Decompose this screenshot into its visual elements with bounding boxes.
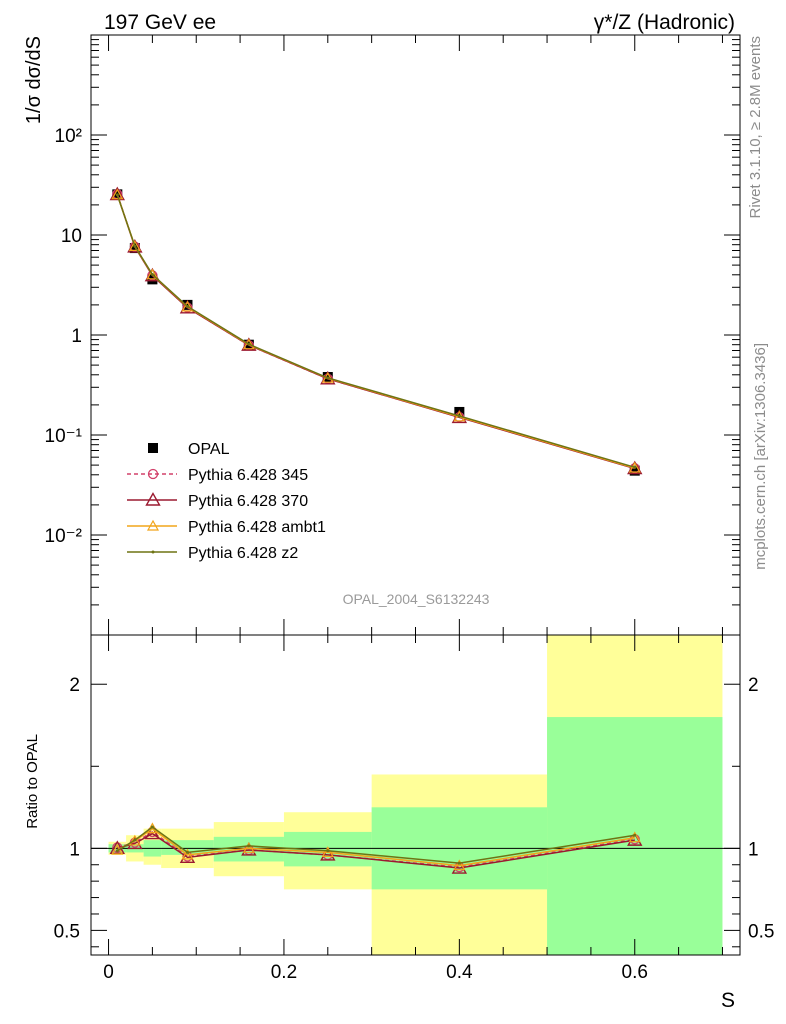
ratio-panel: 0.5 0.5 1 1 2 2 0 0.2 0.4 0.6 Ratio to OPAL S <box>24 634 774 1012</box>
ratio-series-marker <box>247 844 251 848</box>
ratio-y-tick-label-right: 0.5 <box>748 921 774 942</box>
ratio-plot-content <box>91 635 740 955</box>
series-marker <box>146 268 159 280</box>
ratio-x-ticks: 0 0.2 0.4 0.6 <box>103 635 723 983</box>
ratio-series-marker <box>628 831 641 843</box>
legend-marker <box>145 492 161 506</box>
series-marker <box>242 338 255 350</box>
legend: OPAL Pythia 6.428 345 Pythia 6.428 370 Pyth… <box>127 441 326 562</box>
ratio-y-tick-label-right: 2 <box>748 675 759 696</box>
legend-label: OPAL <box>188 441 230 458</box>
ratio-y-tick-label: 2 <box>69 675 80 696</box>
series-marker <box>128 240 141 251</box>
series-marker <box>111 188 124 200</box>
analysis-label: OPAL_2004_S6132243 <box>343 591 490 607</box>
legend-label: Pythia 6.428 345 <box>188 467 308 484</box>
series-line <box>116 193 636 470</box>
ratio-y-tick-label: 0.5 <box>54 921 80 942</box>
x-axis-label: S <box>721 989 735 1012</box>
ratio-series-line <box>116 826 635 864</box>
legend-label: Pythia 6.428 370 <box>188 493 308 510</box>
legend-marker <box>151 550 155 554</box>
series-marker <box>247 342 251 346</box>
series-marker <box>109 186 126 201</box>
series-marker <box>628 461 641 473</box>
ratio-series-marker <box>242 842 255 853</box>
process-label-suffix: (Hadronic) <box>631 11 735 34</box>
legend-marker-opal <box>148 443 158 453</box>
legend-marker <box>147 468 159 480</box>
series-marker <box>115 193 119 197</box>
process-label: γ*/Z (Hadronic) <box>594 11 735 34</box>
series-marker <box>185 304 189 308</box>
ratio-y-ticks: 0.5 0.5 1 1 2 2 <box>54 675 774 948</box>
series-line <box>116 194 636 470</box>
ratio-series-marker <box>128 834 141 846</box>
series-marker <box>326 376 330 380</box>
y-tick-label: 10 <box>61 226 82 247</box>
series-marker <box>321 371 334 383</box>
ratio-series-marker <box>453 859 466 871</box>
y-tick-label: 10⁻¹ <box>45 426 83 447</box>
main-y-axis-label: 1/σ dσ/dS <box>23 36 45 124</box>
ratio-series-marker <box>115 849 119 853</box>
ratio-series-marker <box>133 838 137 842</box>
series-marker <box>181 300 194 312</box>
y-tick-label: 1 <box>71 326 82 347</box>
legend-label: Pythia 6.428 z2 <box>188 545 298 562</box>
ratio-series-marker <box>181 848 194 860</box>
main-plot-content <box>109 186 643 476</box>
x-tick-label: 0 <box>103 962 114 983</box>
series-marker <box>457 414 461 418</box>
y-tick-label: 10² <box>55 126 82 147</box>
legend-label: Pythia 6.428 ambt1 <box>188 519 326 536</box>
ratio-series-marker <box>150 825 154 829</box>
ratio-y-axis-label: Ratio to OPAL <box>24 734 41 829</box>
ratio-y-tick-label-right: 1 <box>748 839 759 860</box>
x-tick-label: 0.4 <box>446 962 473 983</box>
ratio-series-marker <box>321 846 334 858</box>
energy-label: 197 GeV ee <box>104 11 216 34</box>
series-marker <box>150 272 154 276</box>
mcplots-label: mcplots.cern.ch [arXiv:1306.3436] <box>752 343 769 570</box>
ratio-series-marker <box>633 833 637 837</box>
data-point-opal <box>629 465 640 476</box>
series-marker <box>133 244 137 248</box>
ratio-series-marker <box>185 850 189 854</box>
ratio-y-tick-label: 1 <box>69 839 80 860</box>
series-line <box>116 194 636 469</box>
x-tick-label: 0.2 <box>271 962 297 983</box>
rivet-version-label: Rivet 3.1.10, ≥ 2.8M events <box>747 36 764 219</box>
x-tick-label: 0.6 <box>622 962 648 983</box>
data-point-opal <box>182 299 193 310</box>
series-line <box>116 194 636 469</box>
y-tick-label: 10⁻² <box>45 526 83 547</box>
main-y-ticks: 10⁻² 10⁻¹ 1 10 10² <box>45 39 740 636</box>
ratio-series-marker <box>326 849 330 853</box>
main-panel: 10⁻² 10⁻¹ 1 10 10² 1/σ dσ/dS OPAL_2004_S6132… <box>23 34 741 636</box>
process-label-prefix: γ*/Z <box>594 11 632 34</box>
series-marker <box>633 465 637 469</box>
main-x-ticks <box>108 35 723 635</box>
ratio-series-marker <box>457 861 461 865</box>
legend-marker <box>146 519 160 531</box>
